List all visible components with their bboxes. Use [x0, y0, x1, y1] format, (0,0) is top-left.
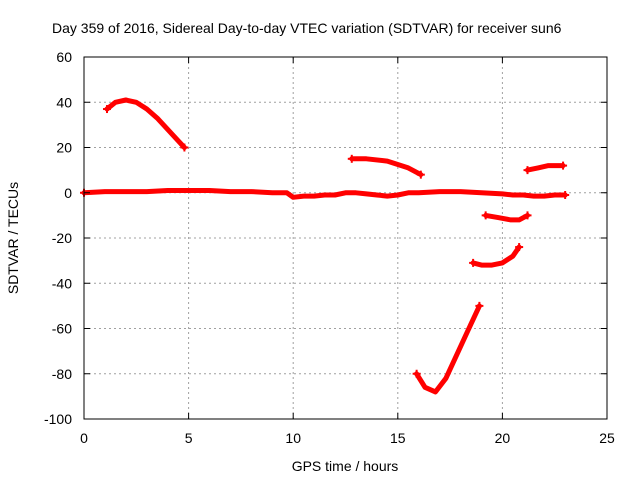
series-line	[349, 156, 424, 178]
y-tick-label: -40	[52, 275, 72, 291]
x-tick-label: 0	[80, 430, 88, 446]
x-tick-label: 15	[390, 430, 406, 446]
series-line	[104, 97, 187, 150]
y-tick-label: -20	[52, 230, 72, 246]
series-line	[483, 212, 530, 223]
chart-title: Day 359 of 2016, Sidereal Day-to-day VTE…	[52, 20, 562, 36]
y-axis-label: SDTVAR / TECUs	[5, 182, 21, 294]
x-tick-label: 25	[599, 430, 615, 446]
tick-layer: 0 5 10 15 20 25 -100 -80 -60 -40 -20 0 20 40 60	[44, 49, 615, 446]
y-tick-label: -80	[52, 366, 72, 382]
series-line	[525, 163, 566, 173]
y-tick-label: 60	[56, 49, 72, 65]
x-tick-label: 10	[285, 430, 301, 446]
x-axis-label: GPS time / hours	[292, 458, 399, 474]
x-tick-label: 20	[495, 430, 511, 446]
series-line	[470, 244, 522, 268]
y-tick-label: -100	[44, 411, 72, 427]
y-tick-label: -60	[52, 321, 72, 337]
y-tick-label: 40	[56, 94, 72, 110]
grid-layer	[84, 57, 607, 419]
y-tick-label: 0	[64, 185, 72, 201]
series-line	[414, 303, 482, 395]
series-line	[81, 188, 568, 200]
y-tick-label: 20	[56, 140, 72, 156]
x-tick-label: 5	[185, 430, 193, 446]
series-layer	[80, 97, 570, 395]
